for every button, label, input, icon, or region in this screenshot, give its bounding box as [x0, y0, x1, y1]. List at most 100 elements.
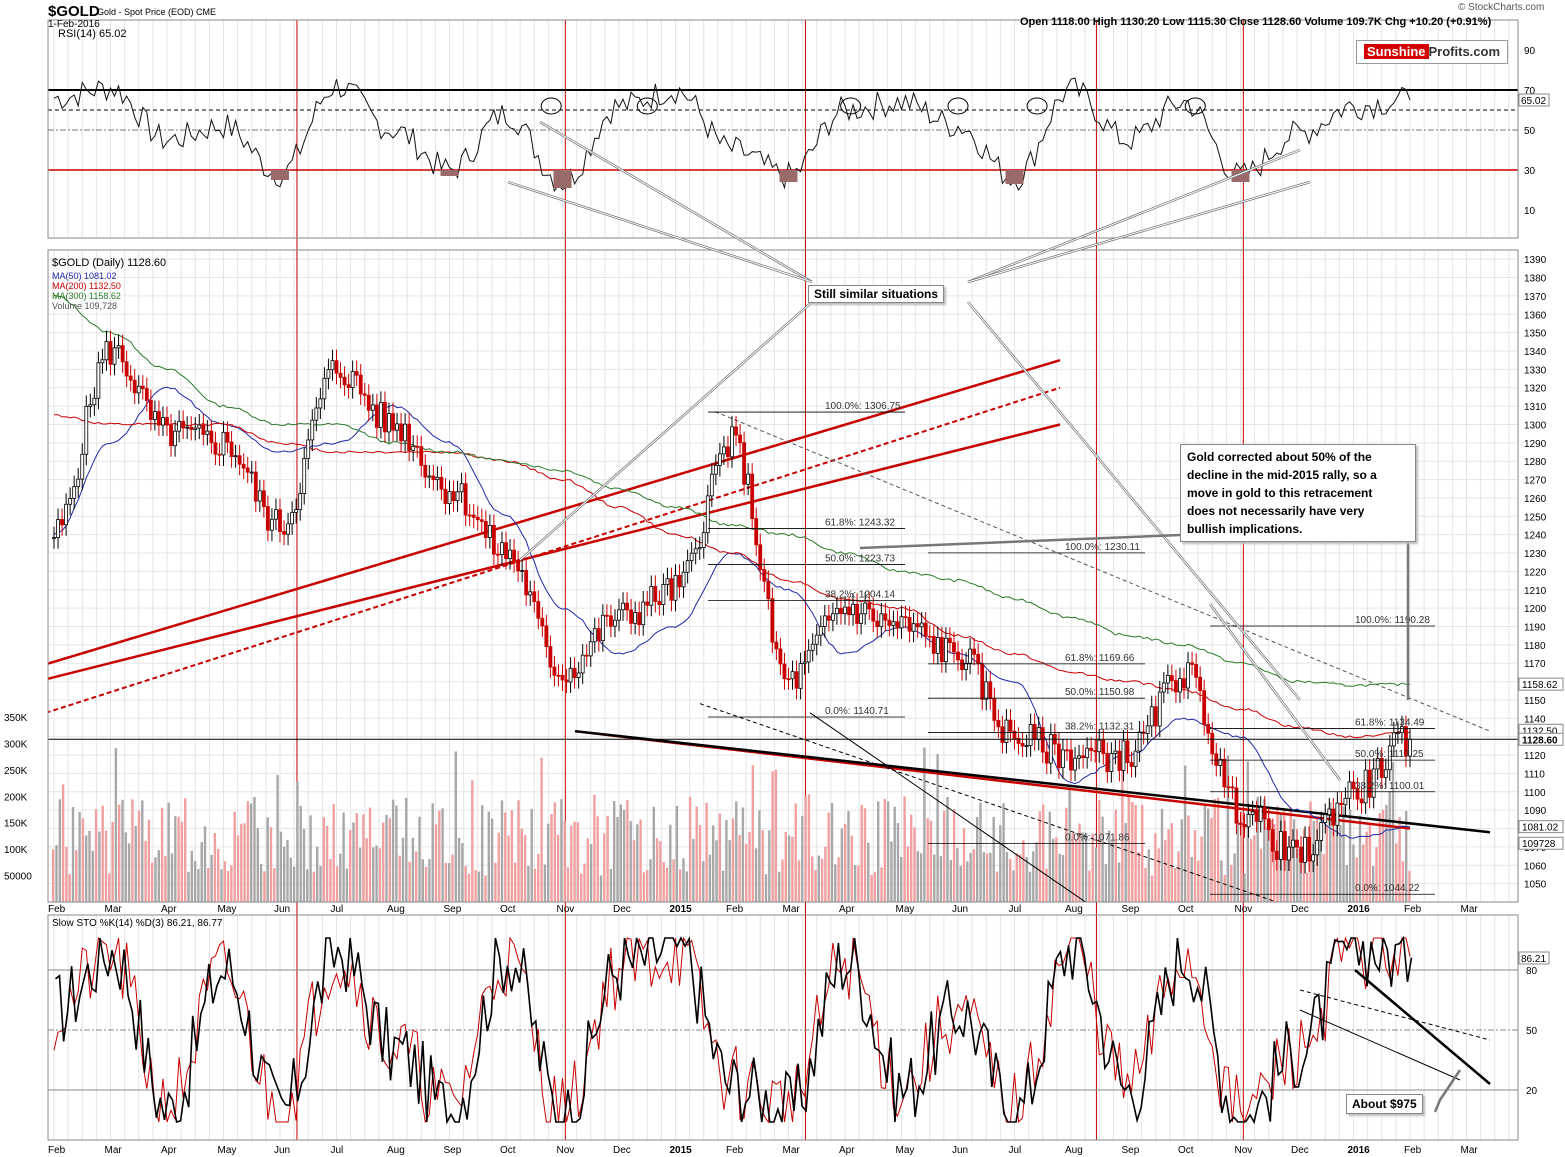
volume-bar [834, 864, 837, 902]
volume-bar [147, 819, 151, 902]
month-label: Feb [48, 1145, 66, 1156]
candle-body [746, 473, 751, 485]
fib-level-label: 38.2%: 1204.14 [825, 590, 895, 601]
volume-bar [1028, 871, 1032, 902]
volume-bar [481, 805, 484, 902]
volume-bar [589, 843, 593, 902]
volume-bar [1339, 824, 1342, 902]
month-label: Apr [161, 1145, 177, 1156]
volume-bar [791, 836, 794, 902]
candle-body [148, 400, 153, 420]
month-label: Jul [331, 1145, 344, 1156]
volume-bar [725, 819, 728, 902]
volume-bar [655, 838, 659, 902]
candle-body [927, 635, 932, 638]
candle-body [859, 613, 864, 624]
candle-body [1359, 798, 1364, 804]
candle-body [560, 674, 565, 681]
candle-body [500, 542, 504, 555]
candle-body [383, 402, 387, 433]
price-tick-label: 1090 [1524, 806, 1547, 817]
red-cycle-lines [296, 20, 1244, 1140]
candle-body [580, 654, 585, 674]
fib-level-label: 0.0%: 1140.71 [825, 706, 889, 717]
volume-bar [1094, 847, 1098, 902]
price-current-box [1518, 677, 1564, 691]
candle-body [980, 663, 985, 700]
month-label: May [896, 904, 915, 915]
candle-body [318, 398, 323, 409]
candle-body [810, 643, 815, 651]
volume-bar [1061, 854, 1065, 902]
volume-bar [424, 866, 428, 902]
volume-bar [1002, 803, 1005, 902]
volume-bar [1104, 864, 1108, 902]
candle-body [689, 552, 694, 562]
volume-bar [91, 850, 94, 902]
candle-body [1028, 724, 1033, 747]
volume-bar [230, 865, 233, 902]
candle-body [1004, 719, 1009, 743]
candle-body [197, 424, 202, 429]
candle-body [1383, 769, 1388, 778]
candle-body [467, 514, 472, 517]
candle-body [1012, 730, 1017, 739]
volume-bar [111, 821, 114, 902]
candle-body [370, 404, 375, 411]
volume-bar [1071, 832, 1075, 902]
candle-body [544, 625, 549, 647]
volume-bar [1012, 870, 1015, 902]
candle-body [770, 598, 775, 643]
sto-trend-line [1299, 989, 1491, 1041]
candle-body [629, 609, 634, 624]
candle-body [354, 371, 359, 376]
candle-body [1335, 802, 1340, 826]
volume-bar [352, 822, 355, 902]
month-label: Sep [1122, 904, 1140, 915]
volume-bar [926, 818, 929, 902]
candle-body [245, 467, 250, 473]
candle-body [399, 423, 403, 442]
volume-bar [309, 815, 312, 902]
candle-body [1186, 662, 1190, 689]
volume-bar [504, 812, 507, 902]
sto-tick-label: 80 [1526, 966, 1538, 977]
candle-body [871, 608, 876, 622]
volume-bar [431, 803, 434, 902]
candle-body [1295, 839, 1299, 848]
candle-body [520, 570, 525, 572]
month-label: Aug [387, 1145, 405, 1156]
month-label: Nov [557, 1145, 575, 1156]
candle-body [1016, 737, 1021, 744]
rsi-line [53, 77, 1411, 192]
month-label: Mar [1461, 1145, 1479, 1156]
annotation-connector [519, 301, 813, 561]
volume-bar [520, 828, 523, 902]
volume-bar [758, 810, 761, 902]
annotation-lines [507, 120, 1462, 1113]
volume-bar [794, 803, 797, 902]
month-label: Apr [839, 1145, 855, 1156]
candle-body [863, 602, 868, 615]
candle-body [1242, 824, 1247, 828]
volume-bar [1075, 839, 1078, 902]
panel-frame [47, 19, 1519, 239]
candle-body [766, 580, 771, 600]
volume-bar [1325, 825, 1329, 902]
price-legend-entry: Volume 109,728 [52, 301, 117, 311]
volume-bar [411, 837, 415, 902]
candle-body [68, 498, 73, 505]
volume-bar [408, 861, 411, 902]
candle-body [641, 601, 646, 626]
candle-body [536, 601, 541, 619]
candle-body [1367, 769, 1372, 798]
volume-bar [98, 831, 101, 902]
rsi-tick-label: 70 [1524, 86, 1536, 97]
volume-bar [335, 866, 339, 902]
price-tick-label: 1280 [1524, 457, 1547, 468]
panel-frames [47, 19, 1519, 1141]
candle-body [152, 411, 157, 420]
candle-body [887, 619, 892, 626]
volume-bar [850, 835, 853, 902]
candle-body [1178, 678, 1182, 693]
